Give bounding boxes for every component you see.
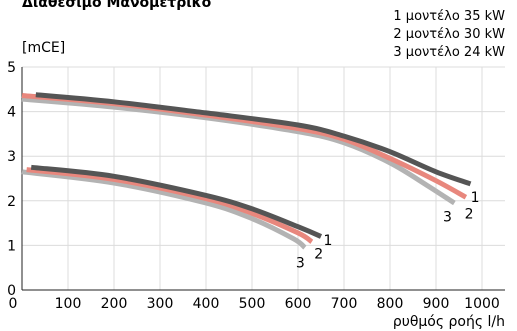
curve-upper-3 xyxy=(21,96,456,206)
y-tick-label-3: 3 xyxy=(7,149,16,165)
curve-upper-2 xyxy=(21,93,468,200)
x-tick-label-2: 200 xyxy=(101,296,128,312)
curve-label-6: 3 xyxy=(296,255,305,271)
curve-label-1: 1 xyxy=(471,190,480,206)
x-tick-label-6: 600 xyxy=(285,296,312,312)
curve-label-3: 3 xyxy=(443,209,452,225)
chart-title: Διαθέσιμο Μανομετρικό xyxy=(22,0,212,11)
x-tick-label-7: 700 xyxy=(331,296,358,312)
curve-label-4: 1 xyxy=(323,233,332,249)
curve-label-2: 2 xyxy=(465,206,474,222)
curves xyxy=(21,92,472,250)
legend-entry-2: 2 μοντέλο 30 kW xyxy=(393,27,505,42)
curve-lower-1 xyxy=(30,164,323,239)
x-tick-label-3: 300 xyxy=(147,296,174,312)
y-tick-label-4: 4 xyxy=(7,105,16,121)
y-tick-label-0: 0 xyxy=(7,283,16,299)
x-tick-label-4: 400 xyxy=(193,296,220,312)
y-axis-label: [mCE] xyxy=(22,40,65,56)
y-tick-label-5: 5 xyxy=(7,60,16,76)
legend: 1 μοντέλο 35 kW 2 μοντέλο 30 kW 3 μοντέλο … xyxy=(393,9,505,60)
x-tick-label-5: 500 xyxy=(239,296,266,312)
curve-label-5: 2 xyxy=(314,246,323,262)
x-tick-label-8: 800 xyxy=(377,296,404,312)
curve-lower-2 xyxy=(26,167,314,244)
x-tick-label-10: 1000 xyxy=(464,296,500,312)
y-tick-label-1: 1 xyxy=(7,238,16,254)
y-tick-label-2: 2 xyxy=(7,194,16,210)
curve-lower-3 xyxy=(21,169,307,250)
x-tick-label-0: 0 xyxy=(9,296,18,312)
x-tick-label-1: 100 xyxy=(55,296,82,312)
x-tick-label-9: 900 xyxy=(423,296,450,312)
legend-entry-3: 3 μοντέλο 24 kW xyxy=(393,45,505,60)
x-axis-label: ρυθμός ροής l/h xyxy=(393,314,505,330)
legend-entry-1: 1 μοντέλο 35 kW xyxy=(393,9,505,24)
curve-upper-1 xyxy=(35,92,472,187)
axes xyxy=(21,67,505,291)
